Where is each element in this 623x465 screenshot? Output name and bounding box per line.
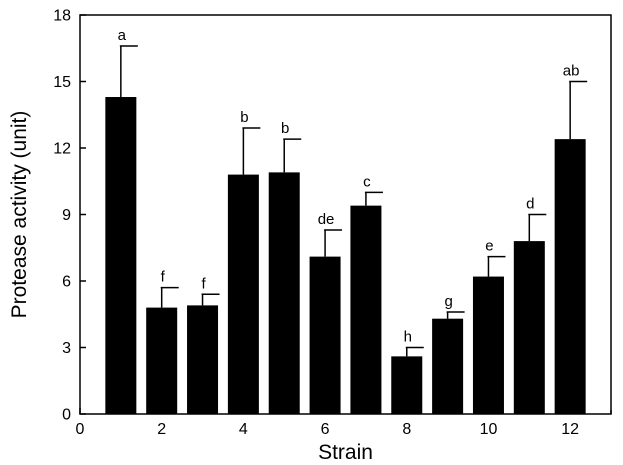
- x-tick-label-0: 0: [76, 421, 85, 438]
- x-tick-label-6: 6: [321, 421, 330, 438]
- x-tick-label-10: 10: [480, 421, 498, 438]
- bar-strain-8: [391, 356, 423, 414]
- y-tick-label-0: 0: [62, 407, 71, 424]
- y-tick-label-9: 9: [62, 207, 71, 224]
- x-axis: 0 2 4 6 8 10 12: [76, 408, 612, 438]
- bar-strain-11: [513, 241, 545, 414]
- x-tick-label-12: 12: [561, 421, 579, 438]
- significance-label-8: h: [404, 329, 412, 346]
- bar-strain-4: [227, 174, 259, 414]
- bar-strain-7: [350, 205, 382, 414]
- error-bars-layer: [119, 45, 588, 357]
- significance-labels-layer: a f f b b de c h g e d ab: [118, 27, 580, 345]
- bars-layer: [105, 97, 586, 415]
- significance-label-7: c: [363, 173, 371, 190]
- bar-strain-2: [146, 307, 178, 414]
- y-tick-label-6: 6: [62, 274, 71, 291]
- bar-strain-10: [472, 276, 504, 414]
- y-axis-title: Protease activity (unit): [8, 111, 31, 319]
- significance-label-3: f: [201, 275, 206, 292]
- x-tick-label-4: 4: [239, 421, 248, 438]
- significance-label-5: b: [281, 120, 289, 137]
- bar-strain-3: [187, 305, 219, 414]
- y-tick-label-15: 15: [53, 74, 71, 91]
- significance-label-9: g: [444, 293, 452, 310]
- x-tick-label-8: 8: [402, 421, 411, 438]
- bar-strain-6: [309, 256, 341, 414]
- bar-strain-1: [105, 97, 137, 415]
- bar-strain-5: [268, 172, 300, 414]
- bar-strain-12: [554, 139, 586, 414]
- significance-label-6: de: [318, 211, 335, 228]
- x-axis-title: Strain: [318, 441, 373, 464]
- significance-label-2: f: [161, 269, 166, 286]
- significance-label-4: b: [240, 109, 248, 126]
- x-tick-label-2: 2: [157, 421, 166, 438]
- significance-label-10: e: [485, 238, 493, 255]
- significance-label-1: a: [118, 27, 127, 44]
- y-tick-label-3: 3: [62, 340, 71, 357]
- significance-label-12: ab: [563, 63, 580, 80]
- significance-label-11: d: [526, 196, 534, 213]
- y-tick-label-12: 12: [53, 141, 71, 158]
- bar-strain-9: [432, 318, 464, 414]
- y-tick-label-18: 18: [53, 8, 71, 25]
- y-axis: 0 3 6 9 12 15 18: [53, 8, 86, 424]
